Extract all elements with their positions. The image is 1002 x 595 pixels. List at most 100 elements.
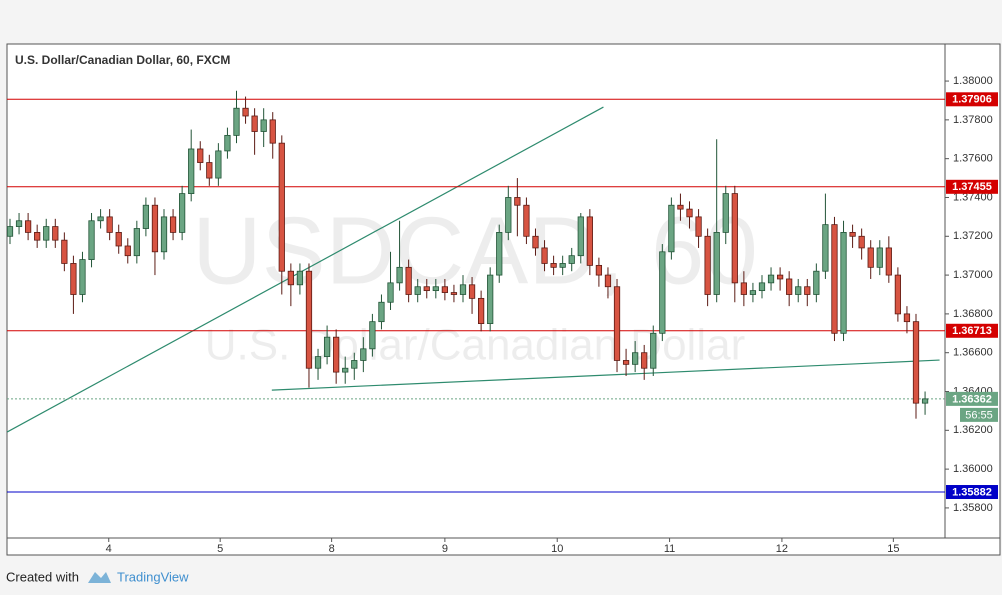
plot bbox=[7, 90, 945, 493]
candle-body bbox=[568, 255, 575, 264]
candle-body bbox=[740, 282, 747, 295]
level-label-box bbox=[946, 323, 998, 338]
candle-body bbox=[351, 360, 358, 369]
candle-body bbox=[840, 232, 847, 334]
candle-body bbox=[858, 235, 865, 249]
candle-body bbox=[885, 247, 892, 276]
candle-body bbox=[659, 251, 666, 334]
logo bbox=[88, 572, 111, 583]
candle-body bbox=[124, 245, 131, 257]
candle-body bbox=[360, 348, 367, 361]
candle-body bbox=[459, 284, 467, 295]
level-label: 1.35882 bbox=[952, 486, 992, 498]
candle-body bbox=[722, 193, 729, 233]
candle-body bbox=[15, 220, 23, 227]
x-tick-label: 10 bbox=[551, 543, 563, 555]
candle-body bbox=[97, 216, 104, 222]
candle-body bbox=[622, 360, 630, 365]
x-tick-label: 5 bbox=[217, 543, 223, 555]
candle-body bbox=[79, 259, 86, 295]
y-tick-label: 1.37200 bbox=[953, 230, 993, 242]
candle-body bbox=[224, 134, 231, 152]
candle-body bbox=[314, 356, 322, 369]
candle-body bbox=[441, 286, 448, 293]
candle-body bbox=[586, 216, 593, 266]
candle-body bbox=[396, 266, 403, 284]
candle-body bbox=[7, 226, 14, 237]
y-tick-label: 1.36800 bbox=[953, 308, 993, 320]
candle-body bbox=[650, 332, 657, 369]
y-tick-label: 1.36000 bbox=[953, 463, 993, 475]
candle-body bbox=[514, 197, 521, 206]
y-tick-label: 1.37400 bbox=[953, 191, 993, 203]
candle-body bbox=[641, 352, 648, 369]
y-tick-label: 1.35800 bbox=[953, 502, 993, 514]
candle-body bbox=[505, 197, 512, 233]
x-tick-label: 11 bbox=[664, 543, 675, 555]
countdown-label: 56:55 bbox=[965, 409, 993, 421]
footer-prefix: Created with bbox=[6, 569, 79, 584]
candle-body bbox=[269, 119, 276, 144]
candle-body bbox=[541, 247, 548, 264]
candle-body bbox=[776, 274, 784, 280]
candle-body bbox=[795, 286, 802, 295]
candle-body bbox=[260, 119, 267, 132]
countdown-box bbox=[960, 407, 998, 422]
candle-body bbox=[414, 286, 421, 295]
candle-body bbox=[432, 286, 439, 292]
candle-body bbox=[695, 216, 702, 237]
candle-body bbox=[43, 226, 50, 241]
candle-body bbox=[831, 224, 838, 334]
candle-body bbox=[423, 286, 430, 292]
candle-body bbox=[912, 321, 920, 404]
candle-body bbox=[921, 398, 929, 404]
candle-body bbox=[523, 204, 530, 237]
level-label: 1.37455 bbox=[952, 181, 992, 193]
candle-body bbox=[450, 292, 458, 295]
candle-body bbox=[24, 220, 32, 233]
x-tick-label: 4 bbox=[106, 543, 112, 555]
candle-body bbox=[487, 274, 494, 324]
candle-body bbox=[287, 270, 294, 286]
y-tick-label: 1.36200 bbox=[953, 424, 993, 436]
current-price-box bbox=[946, 391, 998, 406]
x-tick-label: 9 bbox=[442, 543, 448, 555]
candle-body bbox=[767, 274, 775, 284]
candle-body bbox=[632, 352, 639, 365]
level-label: 1.37906 bbox=[952, 94, 992, 106]
candle-body bbox=[88, 220, 95, 260]
candle-body bbox=[677, 204, 684, 210]
candle-body bbox=[242, 107, 249, 117]
candle-body bbox=[749, 290, 757, 295]
candle-body bbox=[686, 208, 693, 218]
candle-body bbox=[342, 367, 349, 373]
candle-body bbox=[188, 148, 195, 194]
candle-body bbox=[496, 232, 503, 276]
candle-body bbox=[731, 193, 738, 284]
candle-body bbox=[758, 282, 766, 292]
candle-body bbox=[305, 270, 313, 369]
y-tick-label: 1.37800 bbox=[953, 114, 993, 126]
candle-body bbox=[160, 216, 168, 253]
candle-body bbox=[34, 232, 41, 241]
y-tick-label: 1.38000 bbox=[953, 75, 993, 87]
level-label-box bbox=[946, 485, 998, 500]
candle-body bbox=[369, 321, 376, 350]
candle-body bbox=[387, 282, 394, 303]
candle-body bbox=[215, 150, 222, 179]
candle-body bbox=[142, 204, 150, 229]
x-tick-label: 12 bbox=[776, 543, 788, 555]
level-label: 1.36713 bbox=[952, 325, 992, 337]
candle-body bbox=[604, 274, 612, 288]
candle-body bbox=[532, 235, 539, 249]
candle-body bbox=[233, 107, 240, 136]
candle-body bbox=[378, 301, 385, 323]
candle-body bbox=[478, 297, 485, 324]
footer-brand[interactable]: TradingView bbox=[117, 569, 189, 584]
candle-body bbox=[813, 270, 820, 295]
trend-line bbox=[7, 106, 604, 433]
candle-body bbox=[704, 235, 711, 295]
candle-body bbox=[595, 264, 603, 276]
